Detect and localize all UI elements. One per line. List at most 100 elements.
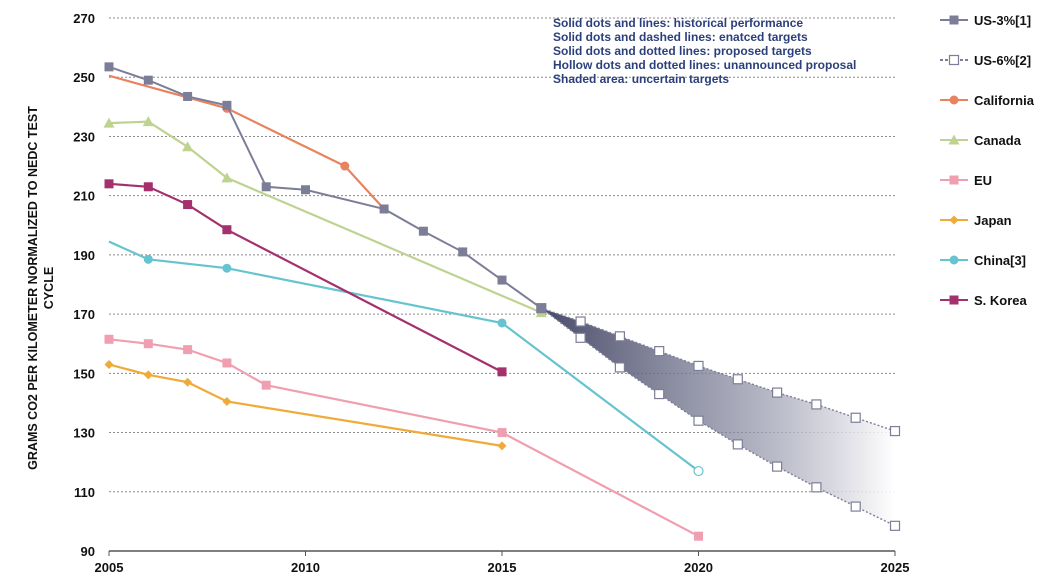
series-line (108, 65, 542, 310)
y-tick-label: 230 (73, 129, 95, 144)
y-axis-label-line-2: CYCLE (42, 267, 56, 309)
legend-swatch-marker (949, 215, 959, 225)
data-point (575, 332, 586, 343)
data-point (654, 346, 665, 357)
annotation-line: Solid dots and dotted lines: proposed ta… (553, 44, 812, 58)
legend-label: S. Korea (974, 293, 1028, 308)
data-point (693, 360, 704, 372)
legend-label: Japan (974, 213, 1012, 228)
legend-swatch-marker (948, 134, 960, 145)
legend-item: California (940, 93, 1035, 108)
plot-area (103, 62, 901, 541)
series-line (108, 74, 385, 210)
data-point (143, 339, 153, 349)
data-point (889, 425, 901, 437)
series-s-korea (104, 179, 507, 377)
data-point (183, 377, 193, 387)
data-point (261, 182, 271, 192)
legend-label: China[3] (974, 253, 1026, 268)
data-point (222, 100, 232, 110)
data-point (143, 370, 153, 380)
data-point (221, 172, 233, 183)
legend-item: US-6%[2] (940, 53, 1031, 68)
annotation-line: Solid dots and dashed lines: enatced tar… (553, 30, 808, 44)
data-point (889, 520, 901, 531)
data-point (222, 263, 232, 273)
data-point (104, 62, 114, 72)
data-point (614, 331, 626, 342)
legend-item: Canada (940, 133, 1022, 148)
y-tick-label: 90 (81, 544, 95, 559)
data-point (183, 200, 193, 210)
data-point (575, 316, 586, 327)
data-point (379, 204, 389, 214)
uncertain-target-area (541, 308, 895, 526)
annotation-notes: Solid dots and lines: historical perform… (553, 16, 856, 86)
legend-item: Japan (940, 213, 1012, 228)
legend-swatch-marker (949, 175, 959, 185)
data-point (693, 415, 704, 426)
y-tick-label: 170 (73, 307, 95, 322)
data-point (732, 439, 743, 450)
data-point (693, 465, 704, 477)
series-line (108, 120, 542, 314)
y-tick-label: 190 (73, 248, 95, 263)
axes: 90 110 130 150 170 190 210 230 250 270 2005 2010 201… (73, 11, 909, 575)
y-tick-label: 110 (74, 485, 95, 500)
data-point (497, 275, 507, 285)
series-line (108, 338, 700, 538)
legend-label: US-3%[1] (974, 13, 1031, 28)
series-line (108, 363, 503, 447)
data-point (182, 141, 194, 152)
data-point (771, 461, 783, 472)
data-point (222, 225, 232, 235)
data-point (143, 75, 153, 85)
x-tick-label: 2020 (684, 560, 713, 575)
data-point (143, 254, 153, 264)
data-point (104, 179, 114, 189)
data-point (183, 91, 193, 101)
series-line-projection (541, 307, 896, 432)
data-point (732, 374, 743, 385)
annotation-line: Solid dots and lines: historical perform… (553, 16, 803, 30)
data-point (104, 359, 114, 369)
legend-swatch-marker (949, 255, 959, 265)
data-point (261, 380, 271, 390)
data-point (458, 247, 468, 257)
annotation-line: Hollow dots and dotted lines: unannounce… (553, 58, 856, 72)
data-point (536, 303, 546, 313)
data-point (418, 226, 428, 236)
legend-item: China[3] (940, 253, 1026, 268)
series-japan (104, 359, 507, 451)
data-point (497, 367, 507, 377)
legend-label: California (974, 93, 1035, 108)
legend-label: Canada (974, 133, 1022, 148)
data-point (301, 185, 310, 195)
series-china-3 (108, 240, 704, 477)
y-axis-label-line-1: GRAMS CO2 PER KILOMETER NORMALIZED TO NE… (26, 106, 40, 470)
data-point (340, 161, 350, 171)
data-point (850, 501, 861, 512)
data-point (103, 117, 115, 128)
data-point (497, 428, 507, 438)
data-point (497, 441, 507, 451)
legend-swatch-marker (949, 295, 959, 305)
data-point (771, 387, 783, 398)
y-axis-label: GRAMS CO2 PER KILOMETER NORMALIZED TO NE… (26, 106, 56, 470)
legend-item: S. Korea (940, 293, 1028, 308)
data-point (654, 388, 665, 400)
x-tick-label: 2015 (488, 560, 517, 575)
legend-swatch-marker (949, 15, 959, 25)
data-point (694, 531, 703, 541)
y-tick-label: 150 (73, 366, 95, 381)
data-point (142, 116, 154, 127)
x-tick-label: 2025 (881, 560, 910, 575)
series-eu (104, 334, 703, 541)
x-tick-label: 2005 (95, 560, 124, 575)
annotation-line: Shaded area: uncertain targets (553, 72, 729, 86)
legend-label: EU (974, 173, 992, 188)
legend-label: US-6%[2] (974, 53, 1031, 68)
series-line (540, 307, 896, 527)
y-tick-label: 130 (73, 426, 95, 441)
legend-item: US-3%[1] (940, 13, 1031, 28)
